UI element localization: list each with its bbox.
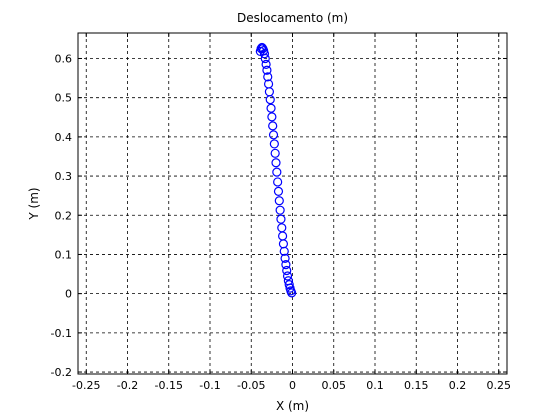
data-series (255, 42, 297, 298)
data-point (273, 186, 284, 196)
data-point (287, 288, 297, 298)
data-point (282, 271, 293, 281)
data-point (276, 214, 286, 224)
data-point (282, 265, 292, 276)
y-tick-label: 0.2 (55, 209, 73, 222)
data-point (272, 167, 282, 177)
data-point (265, 95, 275, 105)
axis-ticks (78, 33, 507, 374)
data-point (271, 158, 281, 168)
data-point (260, 53, 270, 64)
data-point (280, 253, 290, 263)
data-point (284, 280, 294, 290)
x-tick-label: 0.2 (449, 379, 467, 392)
x-tick-label: -0.25 (72, 379, 100, 392)
x-tick-label: -0.05 (237, 379, 265, 392)
x-axis-label: X (m) (276, 399, 309, 413)
data-point (269, 139, 279, 149)
x-tick-label: 0.25 (487, 379, 512, 392)
x-tick-label: 0.05 (322, 379, 347, 392)
data-point (261, 59, 271, 69)
data-point (268, 121, 278, 131)
y-tick-labels: -0.2 -0.1 0 0.1 0.2 0.3 0.4 0.5 0.6 (51, 52, 72, 379)
data-point (275, 205, 285, 215)
y-tick-label: -0.2 (51, 366, 72, 379)
data-point (268, 130, 279, 140)
data-point (262, 65, 272, 75)
data-point (274, 196, 284, 206)
x-tick-label: -0.1 (199, 379, 220, 392)
x-tick-label: 0.1 (366, 379, 384, 392)
x-tick-label: 0 (289, 379, 296, 392)
y-tick-label: 0.6 (55, 52, 73, 65)
x-tick-label: -0.15 (155, 379, 183, 392)
grid-lines (78, 33, 507, 374)
data-point (270, 148, 280, 158)
data-point (267, 112, 277, 122)
y-tick-label: 0.3 (55, 170, 73, 183)
x-tick-labels: -0.25 -0.2 -0.15 -0.1 -0.05 0 0.05 0.1 0.15 0.2 0.… (72, 379, 511, 392)
y-tick-label: 0.5 (55, 92, 73, 105)
y-tick-label: 0.1 (55, 248, 73, 261)
data-point (281, 260, 291, 270)
y-axis-label: Y (m) (27, 187, 41, 220)
y-tick-label: -0.1 (51, 327, 72, 340)
y-tick-label: 0.4 (55, 131, 73, 144)
data-point (266, 103, 276, 113)
data-point (279, 246, 289, 256)
y-tick-label: 0 (65, 288, 72, 301)
data-point (259, 49, 270, 59)
x-tick-label: 0.15 (404, 379, 429, 392)
chart-title: Deslocamento (m) (237, 11, 348, 25)
data-point (263, 72, 273, 82)
x-tick-label: -0.2 (117, 379, 138, 392)
data-point (273, 177, 283, 187)
